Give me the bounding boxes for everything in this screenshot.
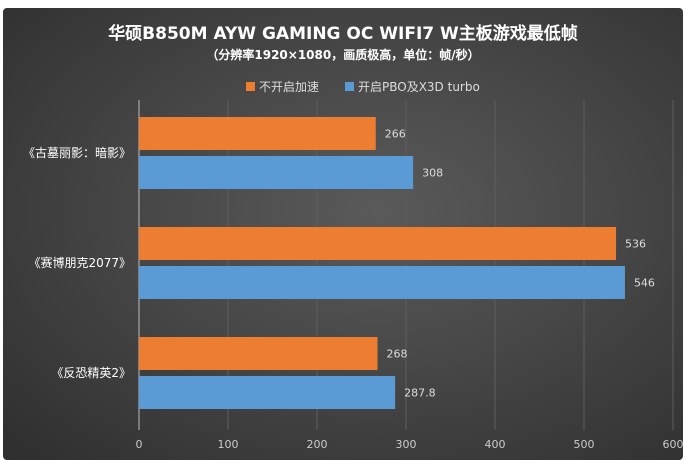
data-label: 287.8	[404, 387, 436, 400]
data-label: 546	[634, 277, 655, 290]
bar-default	[139, 117, 376, 150]
bar-boosted	[139, 156, 414, 189]
bars	[139, 117, 625, 409]
chart-title: 华硕B850M AYW GAMING OC WIFI7 W主板游戏最低帧	[108, 23, 578, 44]
gridlines	[138, 100, 674, 430]
x-tick-label: 0	[136, 438, 143, 451]
category-label: 《反恐精英2》	[51, 366, 131, 380]
data-label: 536	[625, 238, 646, 251]
x-tick-label: 200	[307, 438, 328, 451]
bar-default	[139, 337, 378, 370]
x-tick-label: 400	[485, 438, 506, 451]
legend-swatch	[246, 82, 255, 91]
chart-subtitle: （分辨率1920×1080，画质极高，单位：帧/秒）	[206, 47, 479, 62]
legend-label: 不开启加速	[259, 80, 319, 94]
labels: 0 100 200 300 400 500 600 266 308 《古墓丽影：暗影》 536 546…	[23, 128, 684, 452]
data-label: 268	[387, 348, 408, 361]
bar-default	[139, 227, 617, 260]
legend-swatch	[345, 82, 354, 91]
bar-boosted	[139, 376, 396, 409]
data-label: 308	[422, 167, 443, 180]
x-tick-label: 500	[574, 438, 595, 451]
legend: 不开启加速 开启PBO及X3D turbo	[246, 80, 480, 94]
x-tick-label: 600	[663, 438, 684, 451]
x-tick-label: 100	[218, 438, 239, 451]
category-label: 《古墓丽影：暗影》	[23, 145, 131, 160]
x-tick-label: 300	[396, 438, 417, 451]
category-label: 《赛博朋克2077》	[28, 255, 131, 270]
data-label: 266	[385, 128, 406, 141]
bar-boosted	[139, 266, 625, 299]
legend-label: 开启PBO及X3D turbo	[358, 80, 480, 94]
